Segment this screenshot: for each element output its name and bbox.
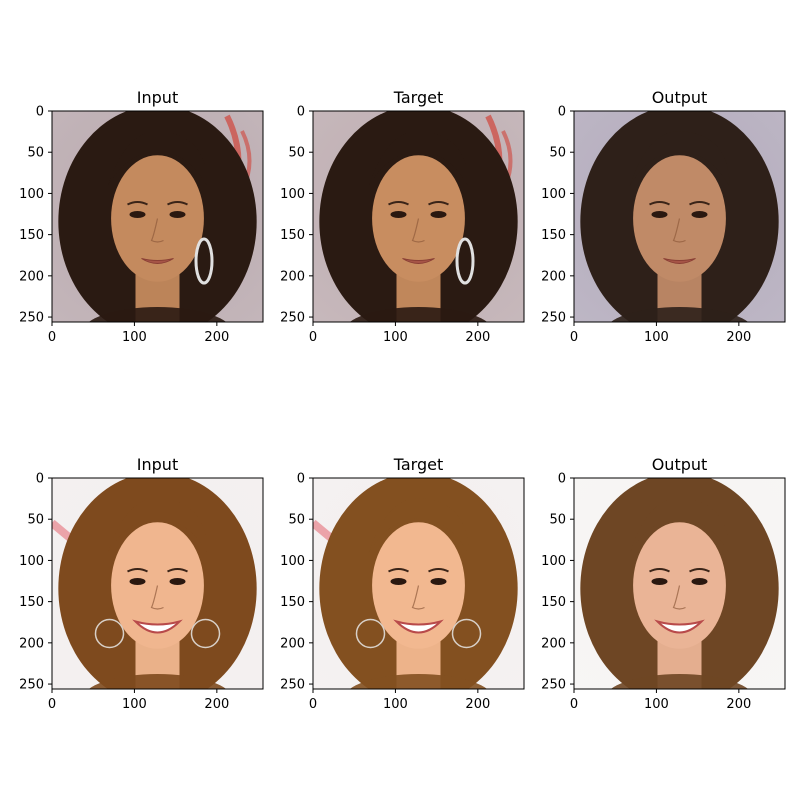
- y-tick-label: 250: [280, 311, 305, 326]
- portrait-image: [52, 478, 263, 689]
- y-tick-label: 150: [541, 595, 566, 610]
- y-tick-label: 150: [280, 595, 305, 610]
- portrait-image: [574, 111, 785, 322]
- y-tick-label: 0: [36, 472, 44, 487]
- y-tick-label: 50: [288, 513, 305, 528]
- y-tick-label: 100: [19, 187, 44, 202]
- y-tick-label: 0: [297, 105, 305, 120]
- axes-frame: [51, 477, 264, 690]
- axes-frame: [51, 110, 264, 323]
- subplot-title: Target: [393, 88, 444, 107]
- x-tick-label: 0: [309, 697, 317, 712]
- subplot-grid: Input 0 100 200 0 50 100 150 200 250 Target 0 100 200…: [19, 88, 786, 712]
- y-tick-label: 250: [280, 678, 305, 693]
- axes-frame: [573, 110, 786, 323]
- portrait-image: [574, 478, 785, 689]
- y-tick-label: 100: [541, 554, 566, 569]
- axes-frame: [312, 110, 525, 323]
- y-tick-label: 50: [549, 513, 566, 528]
- x-tick-label: 0: [570, 330, 578, 345]
- x-tick-label: 0: [309, 330, 317, 345]
- y-tick-label: 0: [558, 472, 566, 487]
- y-tick-label: 0: [558, 105, 566, 120]
- y-tick-label: 100: [19, 554, 44, 569]
- y-tick-label: 250: [19, 311, 44, 326]
- x-tick-label: 200: [726, 697, 751, 712]
- y-tick-label: 0: [36, 105, 44, 120]
- x-tick-label: 200: [204, 697, 229, 712]
- y-tick-label: 200: [280, 269, 305, 284]
- x-tick-label: 200: [204, 330, 229, 345]
- subplot-title: Target: [393, 455, 444, 474]
- axes-frame: [573, 477, 786, 690]
- subplot-input-1: Input 0 100 200 0 50 100 150 200 250: [19, 88, 264, 345]
- x-tick-label: 200: [465, 697, 490, 712]
- y-tick-label: 150: [541, 228, 566, 243]
- y-tick-label: 50: [27, 513, 44, 528]
- y-tick-label: 200: [19, 636, 44, 651]
- x-tick-label: 100: [644, 697, 669, 712]
- y-tick-label: 200: [541, 636, 566, 651]
- y-tick-label: 0: [297, 472, 305, 487]
- subplot-title: Input: [137, 455, 178, 474]
- portrait-image: [313, 111, 524, 322]
- subplot-title: Input: [137, 88, 178, 107]
- x-tick-label: 0: [48, 330, 56, 345]
- subplot-title: Output: [652, 455, 708, 474]
- y-tick-label: 100: [280, 554, 305, 569]
- y-tick-label: 50: [288, 146, 305, 161]
- subplot-target-2: Target 0 100 200 0 50 100 150 200 250: [280, 455, 525, 712]
- y-tick-label: 250: [541, 678, 566, 693]
- y-tick-label: 200: [541, 269, 566, 284]
- y-tick-label: 250: [541, 311, 566, 326]
- y-tick-label: 250: [19, 678, 44, 693]
- x-tick-label: 100: [122, 697, 147, 712]
- y-tick-label: 200: [280, 636, 305, 651]
- subplot-title: Output: [652, 88, 708, 107]
- x-tick-label: 0: [570, 697, 578, 712]
- x-tick-label: 200: [465, 330, 490, 345]
- subplot-output-1: Output 0 100 200 0 50 100 150 200 250: [541, 88, 786, 345]
- portrait-image: [313, 478, 524, 689]
- y-tick-label: 200: [19, 269, 44, 284]
- x-tick-label: 100: [383, 330, 408, 345]
- y-tick-label: 50: [27, 146, 44, 161]
- subplot-input-2: Input 0 100 200 0 50 100 150 200 250: [19, 455, 264, 712]
- y-tick-label: 100: [280, 187, 305, 202]
- x-tick-label: 200: [726, 330, 751, 345]
- portrait-image: [52, 111, 263, 322]
- x-tick-label: 0: [48, 697, 56, 712]
- subplot-output-2: Output 0 100 200 0 50 100 150 200 250: [541, 455, 786, 712]
- y-tick-label: 50: [549, 146, 566, 161]
- x-tick-label: 100: [383, 697, 408, 712]
- x-tick-label: 100: [644, 330, 669, 345]
- axes-frame: [312, 477, 525, 690]
- x-tick-label: 100: [122, 330, 147, 345]
- y-tick-label: 150: [280, 228, 305, 243]
- y-tick-label: 150: [19, 228, 44, 243]
- subplot-target-1: Target 0 100 200 0 50 100 150 200 250: [280, 88, 525, 345]
- y-tick-label: 100: [541, 187, 566, 202]
- y-tick-label: 150: [19, 595, 44, 610]
